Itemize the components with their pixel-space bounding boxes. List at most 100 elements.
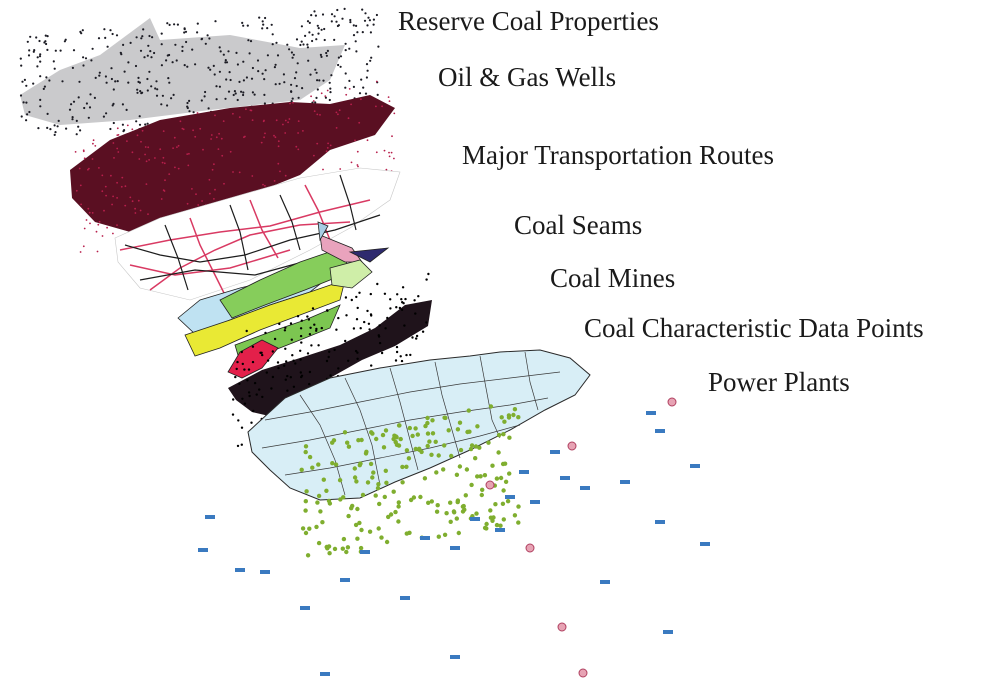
well-dot [210, 138, 213, 140]
characteristic-point [303, 449, 308, 455]
reserve-dot [200, 99, 203, 102]
well-dot [251, 175, 254, 177]
characteristic-point [384, 539, 390, 545]
mine-dot [240, 426, 244, 429]
reserve-dot [135, 120, 138, 123]
power-plants-layer [198, 397, 710, 678]
reserve-dot [39, 98, 42, 101]
characteristic-point [393, 434, 399, 439]
county-line [344, 377, 381, 486]
characteristic-point [475, 474, 480, 479]
reserve-dot [348, 47, 351, 50]
well-dot [112, 142, 115, 144]
characteristic-point [496, 450, 501, 455]
mine-dot [367, 322, 371, 325]
characteristic-point [442, 443, 447, 448]
reserve-dot [209, 68, 212, 71]
mine-dot [405, 353, 408, 357]
reserve-dot [46, 48, 49, 52]
well-dot [177, 144, 180, 147]
characteristic-point [422, 476, 428, 481]
reserve-dot [321, 13, 325, 16]
reserve-dot [348, 79, 351, 82]
reserve-dot [77, 125, 80, 128]
mine-dot [296, 315, 300, 318]
well-dot [144, 153, 147, 156]
reserve-dot [146, 54, 149, 57]
well-dot [110, 174, 112, 177]
power-plant-marker [620, 480, 630, 484]
power-plant-marker [198, 548, 208, 552]
characteristic-point [425, 443, 430, 449]
well-dot [201, 200, 204, 202]
characteristic-point [376, 482, 381, 487]
characteristic-point [413, 446, 418, 452]
reserve-dot [242, 91, 245, 94]
characteristic-point [345, 545, 351, 550]
well-dot [313, 110, 316, 112]
mine-dot [415, 337, 418, 340]
reserve-dot [314, 68, 317, 71]
reserve-dot [39, 75, 42, 78]
reserve-dot [36, 56, 39, 59]
well-dot [112, 232, 114, 235]
characteristic-point [314, 524, 319, 530]
well-dot [173, 136, 176, 139]
well-dot [277, 140, 280, 143]
well-dot [154, 157, 156, 159]
well-dot [221, 154, 224, 157]
well-dot [279, 170, 281, 173]
characteristic-point [469, 443, 475, 448]
reserve-dot [308, 31, 311, 34]
characteristic-point [396, 443, 402, 448]
mine-dot [328, 350, 331, 353]
characteristic-point [384, 480, 389, 485]
characteristic-point [373, 493, 378, 498]
characteristic-point [466, 408, 471, 413]
mine-dot [413, 299, 416, 302]
reserve-dot [242, 60, 245, 63]
mine-dot [309, 326, 312, 329]
reserve-dot [175, 59, 178, 62]
characteristic-point [464, 467, 470, 472]
reserve-dot [247, 39, 250, 42]
reserve-dot [290, 51, 293, 54]
label-oil-gas-wells: Oil & Gas Wells [438, 62, 617, 92]
well-dot [74, 151, 77, 153]
characteristic-point [316, 462, 321, 467]
reserve-dot [155, 94, 159, 97]
mine-dot [308, 370, 312, 374]
reserve-dot [176, 23, 179, 26]
reserve-dot [71, 118, 74, 121]
characteristic-point [434, 470, 439, 475]
characteristic-point [344, 549, 349, 555]
mine-dot [337, 316, 340, 320]
reserve-dot [316, 88, 319, 91]
reserve-dot [72, 49, 76, 52]
well-dot [148, 159, 151, 161]
characteristic-point [516, 504, 521, 509]
reserve-dot [138, 123, 142, 126]
reserve-dot [336, 24, 339, 28]
mine-dot [400, 298, 403, 301]
well-dot [208, 178, 211, 181]
reserve-dot [369, 31, 372, 34]
well-dot [111, 203, 113, 206]
characteristic-point [318, 509, 323, 514]
reserve-dot [314, 101, 317, 104]
reserve-dot [194, 63, 197, 66]
characteristic-point [469, 482, 474, 488]
reserve-dot [90, 59, 93, 62]
characteristic-point [307, 454, 313, 460]
mine-dot [235, 367, 238, 371]
well-dot [214, 114, 216, 117]
reserve-dot [46, 35, 49, 38]
reserve-dot [150, 85, 153, 88]
reserve-dot [261, 27, 264, 30]
mine-dot [255, 393, 258, 396]
characteristic-point [386, 514, 391, 520]
reserve-region-shape [20, 18, 345, 125]
mine-dot [425, 278, 428, 281]
power-plant-marker [320, 672, 330, 676]
reserve-dot [64, 38, 67, 41]
